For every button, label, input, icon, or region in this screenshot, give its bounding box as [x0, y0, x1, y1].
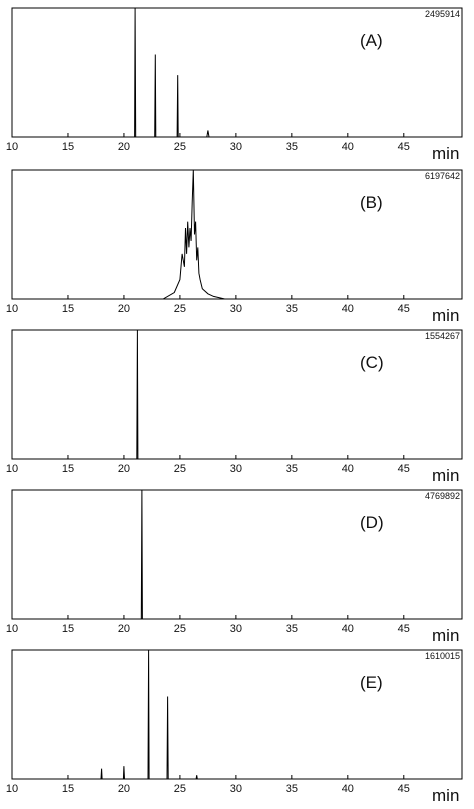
max-intensity: 6197642 [425, 171, 460, 181]
x-tick-label: 45 [398, 783, 410, 795]
x-axis-label: min [432, 144, 459, 163]
plot-frame [11, 329, 463, 460]
x-tick-label: 25 [174, 463, 186, 475]
x-tick-label: 10 [6, 463, 18, 475]
x-tick-label: 15 [62, 463, 74, 475]
x-tick-label: 40 [342, 303, 354, 315]
x-tick-label: 35 [286, 623, 298, 635]
max-intensity: 1610015 [425, 651, 460, 661]
x-tick-label: 25 [174, 623, 186, 635]
panel-label: (B) [360, 193, 383, 212]
chromatogram-trace [12, 649, 460, 780]
x-axis-label: min [432, 466, 459, 485]
chromatogram-trace [12, 489, 460, 620]
plot-frame [11, 489, 463, 620]
x-tick-label: 30 [230, 303, 242, 315]
x-tick-label: 30 [230, 141, 242, 153]
x-tick-label: 20 [118, 463, 130, 475]
x-tick-label: 30 [230, 463, 242, 475]
x-tick-label: 45 [398, 463, 410, 475]
max-intensity: 4769892 [425, 491, 460, 501]
x-tick-label: 15 [62, 303, 74, 315]
x-tick-label: 30 [230, 783, 242, 795]
x-tick-label: 40 [342, 463, 354, 475]
x-axis-label: min [432, 626, 459, 645]
x-tick-label: 20 [118, 623, 130, 635]
x-tick-label: 45 [398, 623, 410, 635]
x-tick-label: 15 [62, 783, 74, 795]
panel-label: (E) [360, 673, 383, 692]
panel-label: (D) [360, 513, 384, 532]
x-axis-label: min [432, 306, 459, 325]
x-tick-label: 10 [6, 303, 18, 315]
plot-frame [11, 169, 463, 300]
x-tick-label: 15 [62, 623, 74, 635]
x-tick-label: 35 [286, 463, 298, 475]
x-tick-label: 25 [174, 141, 186, 153]
max-intensity: 1554267 [425, 331, 460, 341]
x-tick-label: 35 [286, 303, 298, 315]
x-tick-label: 25 [174, 783, 186, 795]
x-axis-label: min [432, 786, 459, 805]
x-tick-label: 20 [118, 783, 130, 795]
x-tick-label: 35 [286, 783, 298, 795]
x-tick-label: 10 [6, 623, 18, 635]
panel-label: (C) [360, 353, 384, 372]
x-tick-label: 40 [342, 623, 354, 635]
chromatogram-trace [12, 169, 460, 300]
x-tick-label: 45 [398, 141, 410, 153]
x-tick-label: 25 [174, 303, 186, 315]
x-tick-label: 10 [6, 783, 18, 795]
panel-label: (A) [360, 31, 383, 50]
x-tick-label: 35 [286, 141, 298, 153]
x-tick-label: 10 [6, 141, 18, 153]
plot-frame [11, 7, 463, 138]
x-tick-label: 15 [62, 141, 74, 153]
x-tick-label: 20 [118, 141, 130, 153]
x-tick-label: 40 [342, 783, 354, 795]
chromatogram-trace [12, 7, 460, 138]
x-tick-label: 30 [230, 623, 242, 635]
chromatogram-trace [12, 329, 460, 460]
max-intensity: 2495914 [425, 9, 460, 19]
x-tick-label: 40 [342, 141, 354, 153]
x-tick-label: 45 [398, 303, 410, 315]
plot-frame [11, 649, 463, 780]
x-tick-label: 20 [118, 303, 130, 315]
